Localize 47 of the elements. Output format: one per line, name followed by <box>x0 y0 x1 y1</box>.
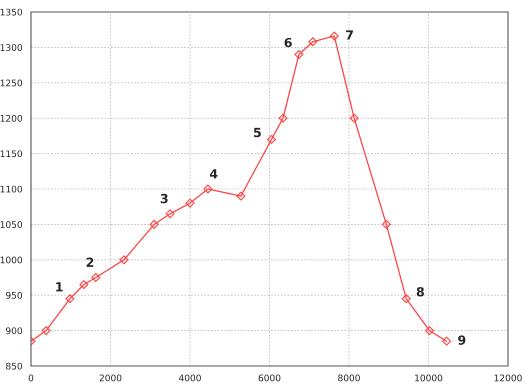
x-tick-label: 6000 <box>258 374 280 382</box>
x-tick-label: 0 <box>28 374 34 382</box>
point <box>91 273 100 282</box>
x-tick-label: 8000 <box>338 374 360 382</box>
x-tick-label: 4000 <box>178 374 201 382</box>
y-tick-label: 1050 <box>0 221 22 228</box>
point <box>236 192 246 201</box>
point <box>120 255 128 264</box>
x-tick-label: 2000 <box>100 374 122 382</box>
point <box>308 37 318 46</box>
point <box>350 114 359 123</box>
y-tick-label: 1200 <box>0 114 22 122</box>
annotation: 2 <box>86 258 94 267</box>
annotation: 6 <box>284 38 292 48</box>
point <box>203 184 212 194</box>
point <box>166 209 175 218</box>
y-tick-label: 1250 <box>0 80 22 86</box>
annotation: 7 <box>346 30 353 40</box>
point <box>79 280 88 290</box>
y-tick-label: 1150 <box>0 150 22 158</box>
point <box>294 50 304 59</box>
y-tick-label: 1000 <box>0 256 22 264</box>
point <box>267 134 276 144</box>
y-tick-label: 1350 <box>0 8 22 16</box>
point <box>402 294 411 304</box>
point <box>186 198 194 208</box>
point <box>425 326 434 336</box>
point <box>150 220 159 229</box>
annotation: 9 <box>458 335 466 345</box>
annotation: 8 <box>416 287 424 297</box>
point <box>65 294 74 304</box>
annotation: 3 <box>160 194 168 204</box>
annotation: 1 <box>56 282 63 292</box>
y-tick-label: 850 <box>6 362 22 370</box>
annotation: 5 <box>254 128 261 138</box>
y-tick-label: 900 <box>6 327 22 334</box>
annotation: 4 <box>210 169 218 178</box>
x-tick-label: 12000 <box>494 374 522 382</box>
point <box>330 32 339 41</box>
y-tick-label: 1100 <box>0 186 22 193</box>
point <box>382 220 391 229</box>
y-tick-label: 950 <box>6 292 22 299</box>
point <box>442 336 452 346</box>
point <box>278 114 288 123</box>
point <box>42 326 51 336</box>
x-tick-label: 10000 <box>415 374 442 382</box>
y-tick-label: 1300 <box>0 44 22 51</box>
